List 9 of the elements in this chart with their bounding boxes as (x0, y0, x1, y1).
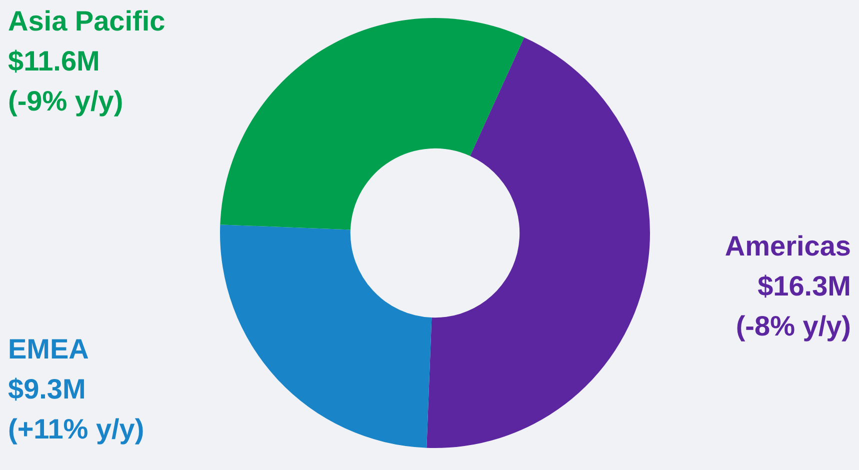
text: (-8% y/y) (736, 310, 851, 342)
data-label: $9.3M (8, 374, 86, 405)
text: (+11% y/y) (8, 414, 144, 445)
slice-label: EMEA (8, 334, 89, 365)
slice-label: Americas (724, 230, 851, 262)
data-label: $16.3M (758, 270, 851, 302)
data-label: $11.6M (8, 46, 100, 76)
slice-label: Asia Pacific (8, 6, 166, 36)
text: (-9% y/y) (8, 86, 124, 116)
